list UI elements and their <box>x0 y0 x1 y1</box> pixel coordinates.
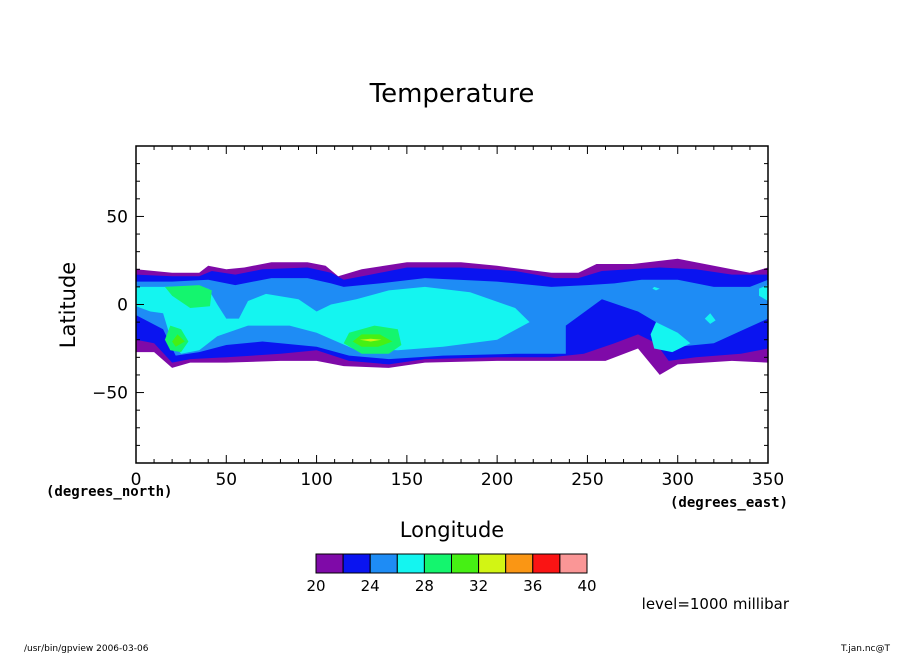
colorbar-swatch-34 <box>505 553 534 574</box>
y-tick-label: 0 <box>117 296 128 316</box>
contour-region-26-6 <box>652 286 660 291</box>
x-tick-label: 200 <box>481 470 513 490</box>
colorbar: 20 24 28 32 36 40 <box>306 553 597 595</box>
colorbar-tick-label: 32 <box>469 577 488 595</box>
contour-layer <box>136 258 768 375</box>
x-tick-label: 300 <box>661 470 693 490</box>
colorbar-tick-label: 24 <box>361 577 380 595</box>
colorbar-swatch-22 <box>342 553 371 574</box>
axis-ticks: 0 50 100 150 200 250 300 350 −50 0 50 <box>92 146 784 490</box>
colorbar-swatch-30 <box>451 553 480 574</box>
x-tick-label: 50 <box>215 470 237 490</box>
colorbar-swatch-28 <box>423 553 452 574</box>
x-axis-units: (degrees_east) <box>670 495 788 511</box>
y-axis-units: (degrees_north) <box>46 484 172 500</box>
x-tick-label: 250 <box>571 470 603 490</box>
colorbar-tick-label: 20 <box>306 577 325 595</box>
contour-region-26-3 <box>136 286 530 354</box>
x-axis-label: Longitude <box>400 518 504 542</box>
colorbar-swatch-32 <box>478 553 507 574</box>
x-tick-label: 0 <box>131 470 142 490</box>
contour-region-26-7 <box>759 285 768 301</box>
colorbar-tick-label: 36 <box>523 577 542 595</box>
chart-title: Temperature <box>369 79 535 109</box>
colorbar-swatch-24 <box>369 553 398 574</box>
colorbar-swatch-38 <box>559 553 588 574</box>
x-tick-label: 100 <box>300 470 332 490</box>
plot-area: 0 50 100 150 200 250 300 350 −50 0 50 <box>92 145 784 490</box>
colorbar-tick-label: 28 <box>415 577 434 595</box>
contour-region-26-4 <box>650 322 691 353</box>
level-note: level=1000 millibar <box>642 595 790 613</box>
footer-right: T.jan.nc@T <box>840 644 891 654</box>
footer-left: /usr/bin/gpview 2006-03-06 <box>24 644 149 654</box>
y-tick-label: −50 <box>92 384 128 404</box>
y-tick-label: 50 <box>106 207 128 227</box>
contour-region-30-11 <box>172 334 185 347</box>
x-tick-label: 350 <box>752 470 784 490</box>
contour-region-26-5 <box>704 313 716 324</box>
colorbar-swatch-36 <box>532 553 561 574</box>
contour-region-32-13 <box>359 338 382 342</box>
colorbar-tick-label: 40 <box>577 577 596 595</box>
x-tick-label: 150 <box>391 470 423 490</box>
colorbar-swatch-26 <box>396 553 425 574</box>
colorbar-swatch-20 <box>315 553 344 574</box>
contour-region-28-8 <box>164 285 212 308</box>
y-axis-label: Latitude <box>56 262 80 348</box>
